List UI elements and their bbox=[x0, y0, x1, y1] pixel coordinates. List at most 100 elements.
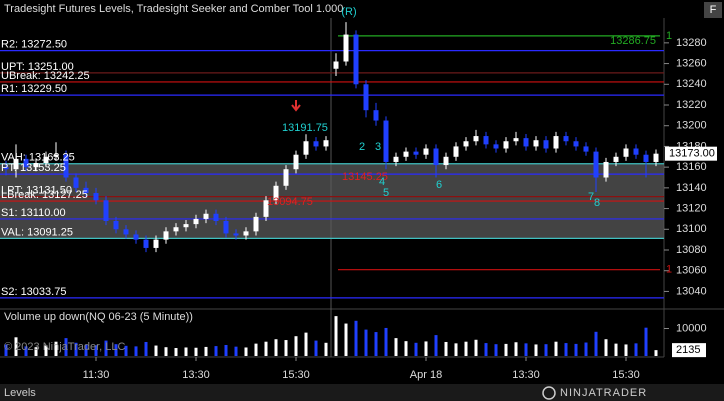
candle-body bbox=[243, 231, 249, 236]
y-tick-label: 13200 bbox=[676, 120, 707, 132]
tab[interactable]: Levels bbox=[4, 387, 36, 399]
volume-bar bbox=[474, 339, 478, 356]
volume-bar bbox=[444, 341, 448, 356]
x-tick-label: 15:30 bbox=[612, 369, 640, 381]
candle-body bbox=[303, 141, 309, 155]
candle-body bbox=[333, 61, 339, 69]
annotation: (R) bbox=[341, 6, 356, 18]
volume-bar bbox=[84, 344, 88, 356]
volume-last-box bbox=[672, 343, 706, 358]
f-button[interactable]: F bbox=[710, 4, 717, 16]
candle-body bbox=[403, 151, 409, 157]
annotation: 8 bbox=[594, 197, 600, 209]
volume-bar bbox=[164, 347, 168, 356]
level-label: S1: 13110.00 bbox=[1, 207, 66, 219]
annotation: 2 bbox=[359, 141, 365, 153]
logo-icon bbox=[542, 386, 556, 400]
candle-body bbox=[143, 239, 149, 248]
candle-body bbox=[543, 140, 549, 149]
y-tick-label: 13220 bbox=[676, 99, 707, 111]
level-label: R1: 13229.50 bbox=[1, 83, 67, 95]
volume-bar bbox=[194, 347, 198, 356]
volume-bar bbox=[134, 346, 138, 356]
tab-bar bbox=[0, 384, 724, 401]
volume-bar bbox=[234, 346, 238, 356]
volume-bar bbox=[4, 344, 8, 356]
volume-bar bbox=[74, 342, 78, 356]
volume-bar bbox=[434, 335, 438, 356]
candle-body bbox=[583, 146, 589, 152]
candle-body bbox=[413, 151, 419, 155]
candle-body bbox=[433, 148, 439, 166]
y-tick-label: 13040 bbox=[676, 285, 707, 297]
volume-bar bbox=[654, 350, 658, 356]
volume-bar bbox=[94, 345, 98, 356]
volume-bar bbox=[24, 346, 28, 356]
volume-bar bbox=[54, 341, 58, 356]
candle-body bbox=[393, 156, 399, 162]
f-button-bg[interactable] bbox=[704, 2, 722, 18]
level-label: VAH: 13163.25 bbox=[1, 152, 75, 164]
volume-bar bbox=[464, 341, 468, 356]
y-tick-label: 13240 bbox=[676, 78, 707, 90]
last-price: 13173.00 bbox=[669, 148, 715, 160]
annotation: 4 bbox=[379, 176, 385, 188]
volume-bar bbox=[244, 347, 248, 356]
session-level-tag: 1 bbox=[666, 264, 672, 276]
volume-bar bbox=[184, 347, 188, 356]
candle-body bbox=[103, 200, 109, 221]
volume-bar bbox=[144, 341, 148, 356]
volume-bar bbox=[254, 343, 258, 356]
volume-bar bbox=[64, 338, 68, 356]
level-label: PT: 13153.25 bbox=[1, 162, 66, 174]
volume-bar bbox=[404, 341, 408, 356]
volume-bar bbox=[544, 344, 548, 356]
volume-bar bbox=[454, 343, 458, 356]
candle-body bbox=[573, 141, 579, 147]
candle-body bbox=[93, 193, 99, 201]
volume-bar bbox=[364, 329, 368, 356]
candle-body bbox=[273, 185, 279, 201]
candle-body bbox=[123, 229, 129, 235]
volume-bar bbox=[414, 342, 418, 356]
candle-body bbox=[353, 34, 359, 85]
candle-body bbox=[23, 158, 29, 168]
signal-arrow bbox=[291, 100, 301, 112]
volume-bar bbox=[514, 342, 518, 356]
annotation: 3 bbox=[375, 141, 381, 153]
volume-bar bbox=[604, 339, 608, 356]
candle-body bbox=[553, 136, 559, 149]
candle-body bbox=[53, 154, 59, 157]
candle-body bbox=[133, 234, 139, 240]
x-tick-label: 13:30 bbox=[182, 369, 210, 381]
volume-bar bbox=[424, 341, 428, 356]
candle-body bbox=[163, 231, 169, 240]
y-tick-label: 13060 bbox=[676, 265, 707, 277]
session-level-label: 13286.75 bbox=[610, 35, 656, 47]
candle-body bbox=[503, 141, 509, 149]
volume-bar bbox=[504, 343, 508, 356]
candle-body bbox=[603, 161, 609, 178]
candle-body bbox=[83, 187, 89, 194]
x-tick-label: 15:30 bbox=[282, 369, 310, 381]
volume-bar bbox=[324, 342, 328, 356]
candle-body bbox=[443, 156, 449, 166]
watermark: © 2023 NinjaTrader, LLC bbox=[4, 341, 125, 353]
candle-body bbox=[373, 110, 379, 121]
volume-bar bbox=[294, 336, 298, 356]
candle-body bbox=[363, 84, 369, 111]
header: Tradesight Futures Levels, Tradesight Se… bbox=[4, 3, 343, 15]
candle-body bbox=[463, 141, 469, 147]
session-level-tag: 1 bbox=[666, 30, 672, 42]
volume-last: 2135 bbox=[676, 344, 700, 356]
candle-body bbox=[203, 213, 209, 219]
level-label: LPT: 13131.50 bbox=[1, 185, 72, 197]
level-label: S2: 13033.75 bbox=[1, 286, 66, 298]
candle-body bbox=[613, 156, 619, 162]
candle-body bbox=[423, 148, 429, 155]
candle-body bbox=[193, 218, 199, 225]
volume-bar bbox=[644, 327, 648, 356]
x-tick-label: 11:30 bbox=[83, 369, 110, 381]
volume-bar bbox=[634, 343, 638, 356]
candle-body bbox=[33, 163, 39, 168]
